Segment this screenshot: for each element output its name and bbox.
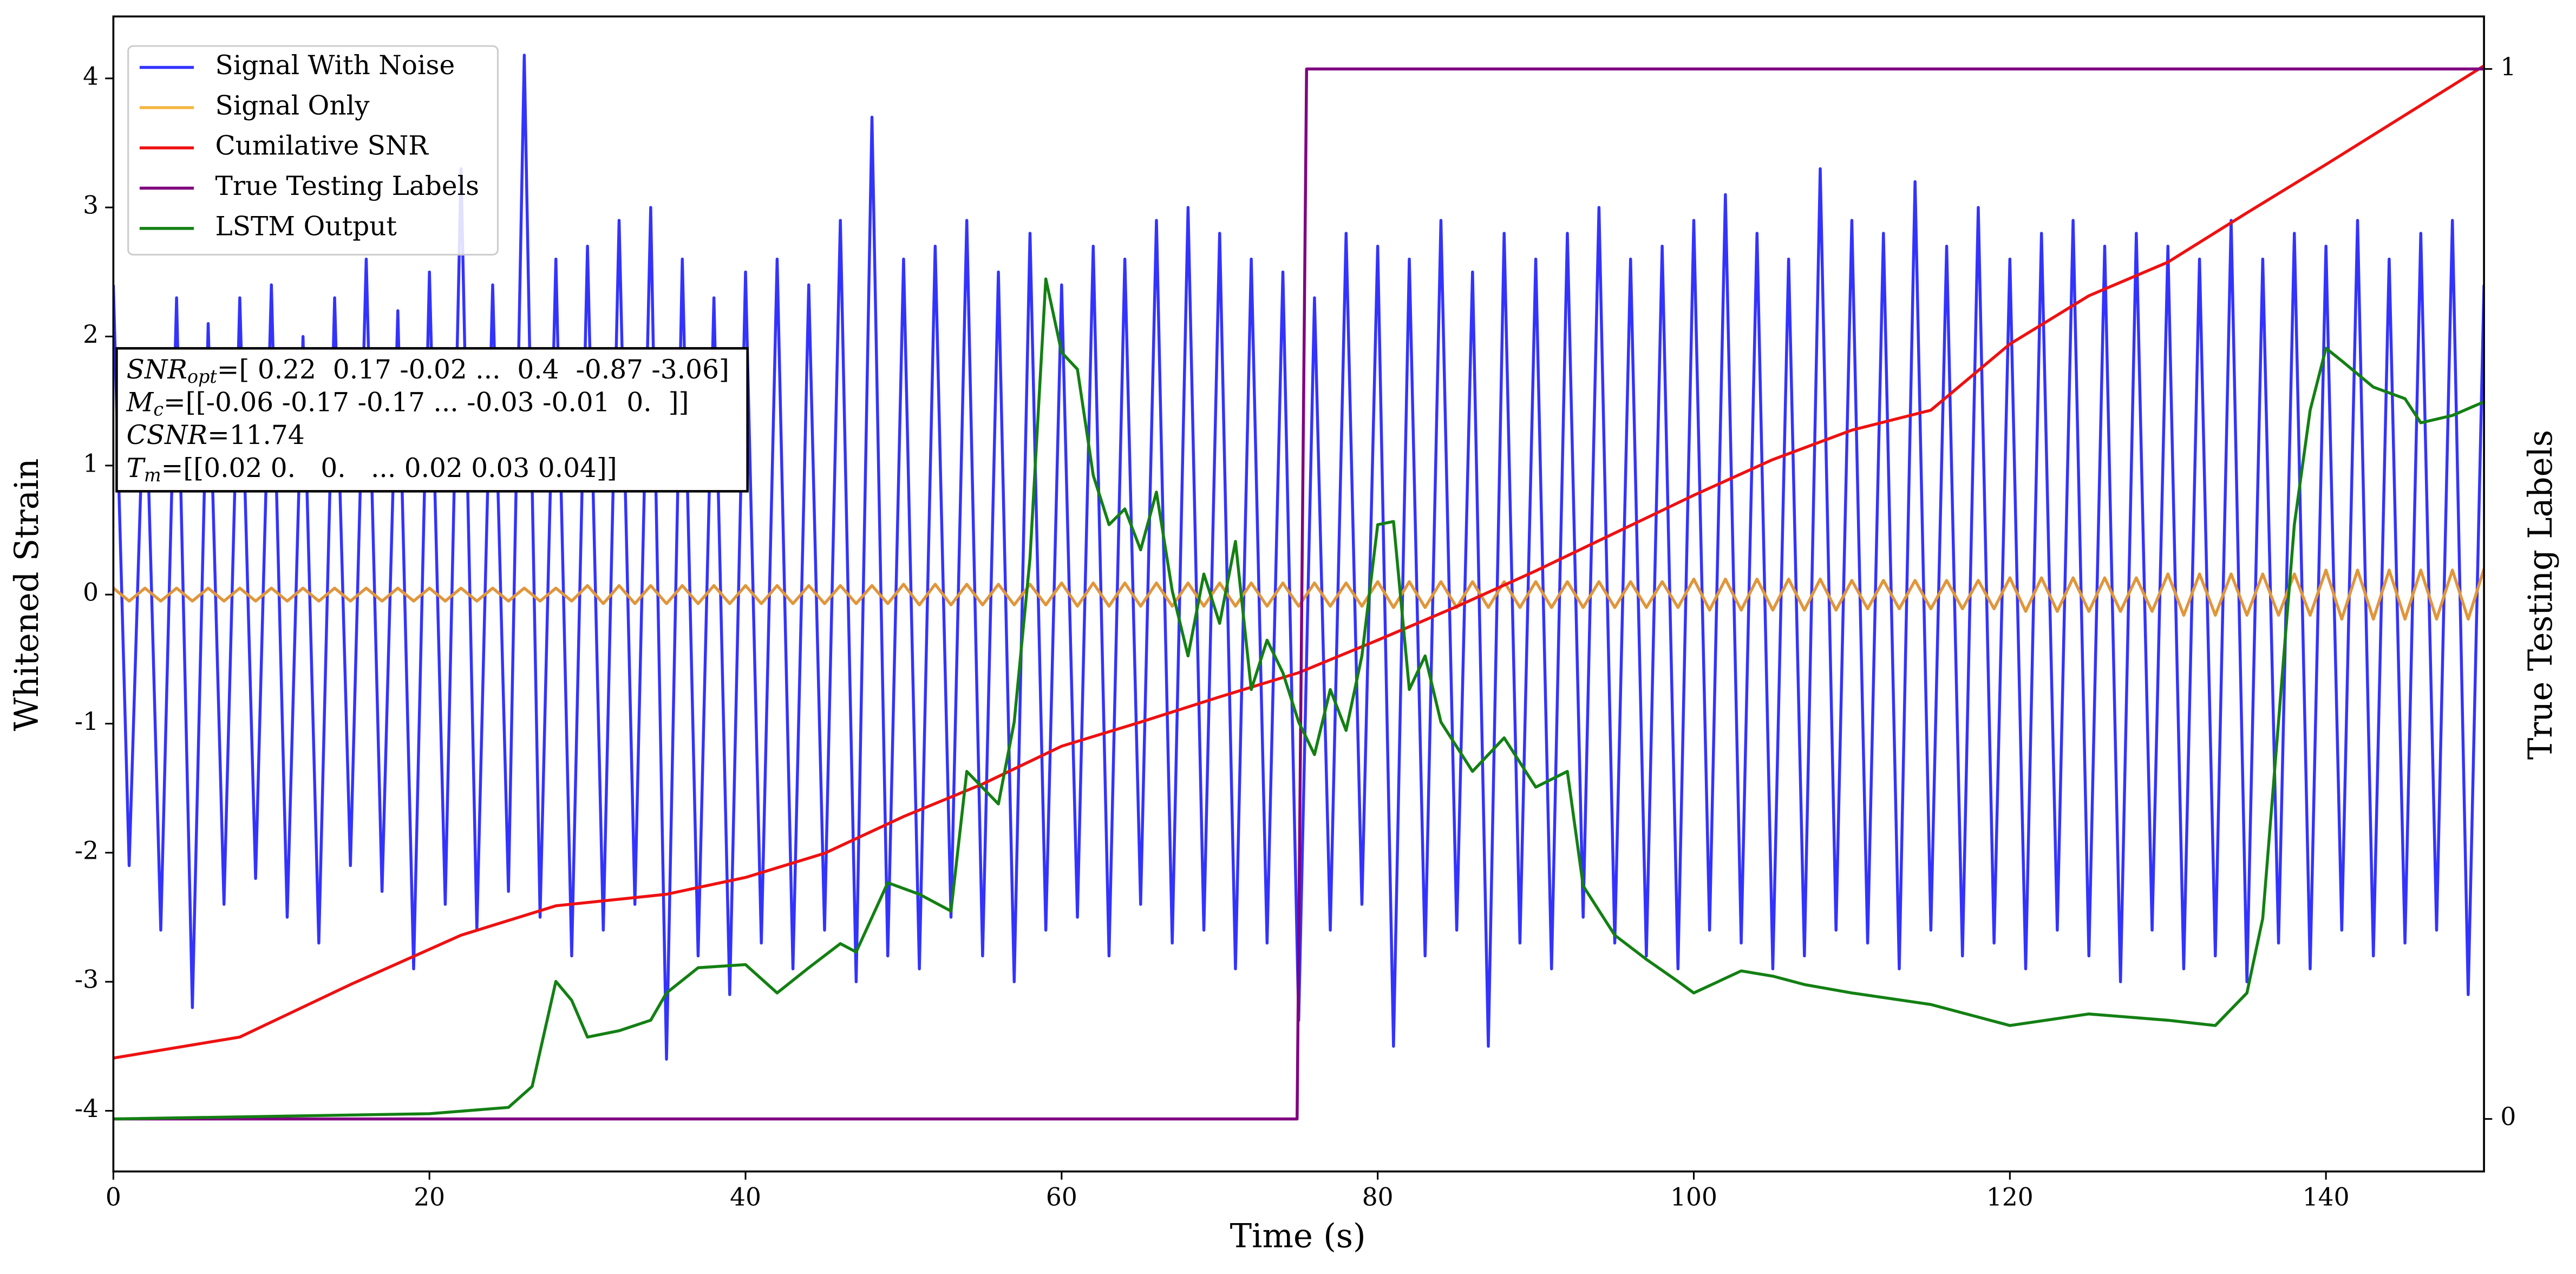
- annotation-text: =[[-0.06 -0.17 -0.17 ... -0.03 -0.01 0. …: [164, 387, 689, 417]
- y-tick-label: 4: [83, 62, 99, 90]
- annotation-text: =[[0.02 0. 0. ... 0.02 0.03 0.04]]: [161, 453, 617, 483]
- annotation-symbol: M: [126, 387, 154, 417]
- x-tick-label: 80: [1362, 1183, 1394, 1212]
- legend-label: LSTM Output: [215, 211, 397, 241]
- x-tick-label: 40: [730, 1183, 761, 1212]
- annotation-text: =[ 0.22 0.17 -0.02 ... 0.4 -0.87 -3.06]: [217, 354, 729, 384]
- y-tick-label: -1: [75, 707, 99, 736]
- x-tick-label: 0: [106, 1183, 121, 1212]
- x-tick-label: 120: [1986, 1183, 2034, 1212]
- y-axis-label: Whitened Strain: [8, 459, 46, 731]
- annotation-symbol: T: [127, 453, 146, 483]
- y2-tick-label: 0: [2500, 1102, 2516, 1131]
- y-tick-label: -3: [75, 965, 99, 994]
- annotation-text: =11.74: [207, 420, 305, 450]
- annotation-line: CSNR=11.74: [127, 420, 305, 450]
- annotation-line: SNRopt=[ 0.22 0.17 -0.02 ... 0.4 -0.87 -…: [127, 354, 729, 387]
- x-tick-label: 100: [1670, 1183, 1717, 1212]
- legend-label: Signal Only: [215, 90, 370, 121]
- x-tick-label: 140: [2303, 1183, 2350, 1212]
- annotation-subscript: c: [153, 399, 164, 420]
- plot-area: [113, 54, 2485, 1121]
- annotation-line: Mc=[[-0.06 -0.17 -0.17 ... -0.03 -0.01 0…: [126, 387, 689, 420]
- series-line: [113, 64, 2485, 1060]
- annotation-subscript: m: [144, 465, 161, 486]
- annotation-subscript: opt: [187, 366, 217, 387]
- annotation-box: SNRopt=[ 0.22 0.17 -0.02 ... 0.4 -0.87 -…: [115, 347, 749, 493]
- annotation-line: Tm=[[0.02 0. 0. ... 0.02 0.03 0.04]]: [127, 453, 617, 486]
- x-tick-label: 60: [1046, 1183, 1077, 1212]
- x-tick-label: 20: [414, 1183, 445, 1212]
- legend-box: [127, 45, 499, 256]
- legend-label: Signal With Noise: [215, 50, 455, 81]
- annotation-symbol: CSNR: [127, 420, 207, 450]
- y-tick-label: 3: [83, 191, 99, 220]
- series-line: [113, 67, 2485, 1121]
- y-tick-label: -2: [75, 836, 99, 865]
- legend-label: Cumilative SNR: [215, 131, 429, 161]
- y-tick-label: 1: [83, 449, 99, 478]
- y2-tick-label: 1: [2500, 53, 2516, 81]
- y-tick-label: -4: [75, 1094, 99, 1123]
- annotation-symbol: SNR: [127, 354, 187, 384]
- legend: Signal With Noise Signal Only Cumilative S…: [127, 45, 499, 256]
- y-tick-label: 2: [83, 320, 99, 349]
- series-line: [113, 568, 2485, 621]
- annotation-frame: [115, 347, 749, 493]
- x-axis-label: Time (s): [1230, 1218, 1366, 1256]
- series-line: [113, 277, 2485, 1121]
- y2-axis-label: True Testing Labels: [2522, 430, 2560, 760]
- legend-label: True Testing Labels: [215, 171, 480, 201]
- y-tick-label: 0: [83, 578, 99, 607]
